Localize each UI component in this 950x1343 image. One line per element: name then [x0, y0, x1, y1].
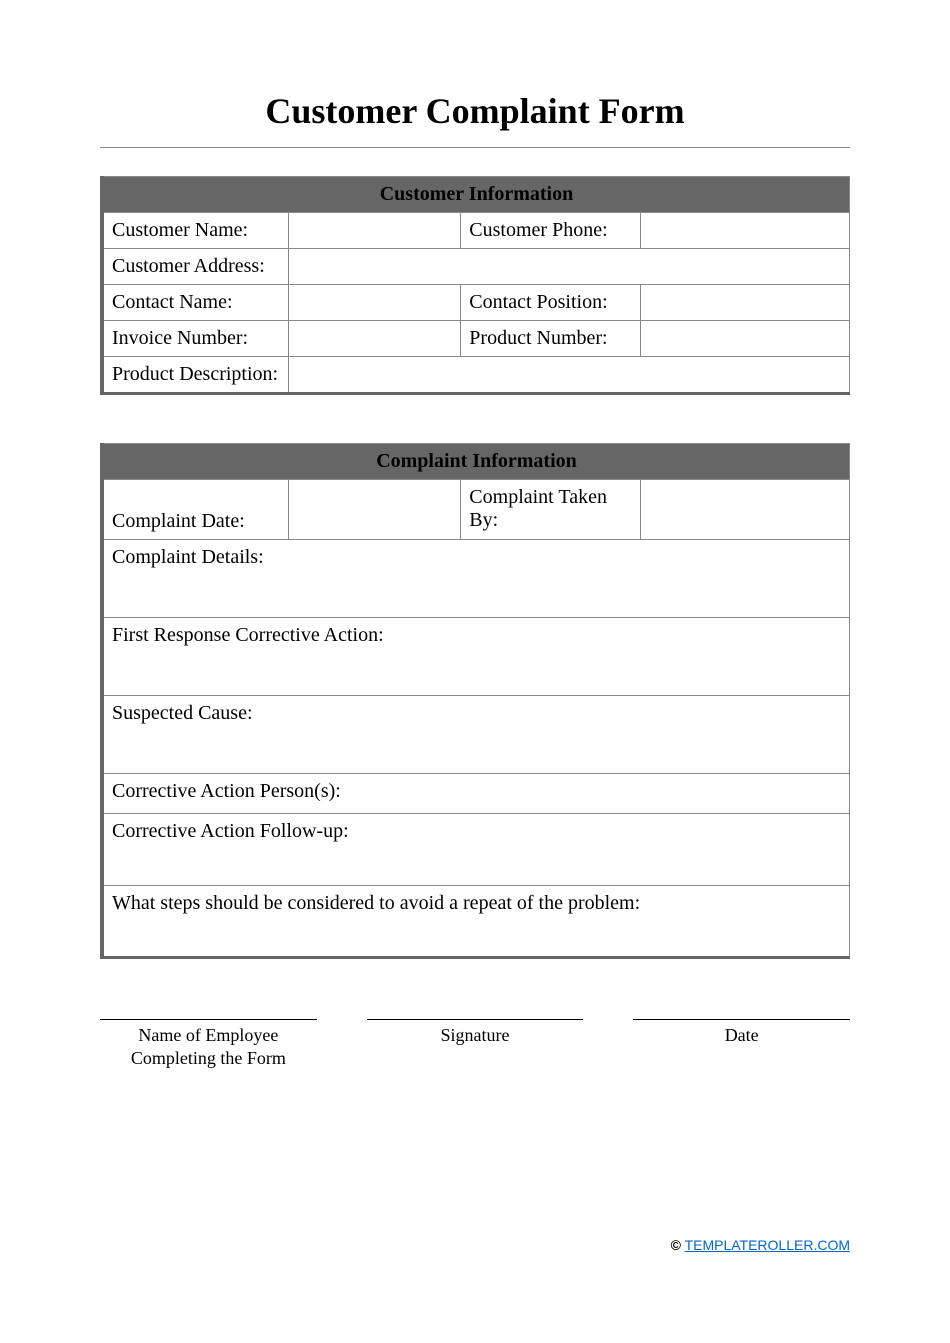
signature-block: Signature [367, 1019, 584, 1071]
action-persons-cell[interactable]: Corrective Action Person(s): [102, 774, 850, 814]
complaint-date-value[interactable] [289, 480, 461, 540]
contact-position-value[interactable] [640, 285, 849, 321]
invoice-number-value[interactable] [289, 321, 461, 357]
complaint-taken-by-value[interactable] [640, 480, 849, 540]
contact-name-label: Contact Name: [102, 285, 289, 321]
date-sig-label: Date [633, 1024, 850, 1047]
contact-position-label: Contact Position: [461, 285, 640, 321]
footer-link[interactable]: TEMPLATEROLLER.COM [685, 1237, 850, 1253]
customer-phone-label: Customer Phone: [461, 213, 640, 249]
customer-address-label: Customer Address: [102, 249, 289, 285]
page-title: Customer Complaint Form [100, 90, 850, 132]
signature-label: Signature [367, 1024, 584, 1047]
customer-info-header: Customer Information [102, 177, 850, 213]
customer-info-table: Customer Information Customer Name: Cust… [100, 176, 850, 395]
complaint-date-label: Complaint Date: [102, 480, 289, 540]
contact-name-value[interactable] [289, 285, 461, 321]
followup-cell[interactable]: Corrective Action Follow-up: [102, 814, 850, 886]
customer-phone-value[interactable] [640, 213, 849, 249]
product-number-value[interactable] [640, 321, 849, 357]
date-block: Date [633, 1019, 850, 1071]
footer: © TEMPLATEROLLER.COM [671, 1237, 850, 1253]
date-sig-line[interactable] [633, 1019, 850, 1020]
product-description-value[interactable] [289, 357, 850, 394]
copyright-symbol: © [671, 1237, 681, 1253]
customer-name-value[interactable] [289, 213, 461, 249]
invoice-number-label: Invoice Number: [102, 321, 289, 357]
employee-sig-label: Name of Employee Completing the Form [100, 1024, 317, 1071]
suspected-cause-cell[interactable]: Suspected Cause: [102, 696, 850, 774]
customer-name-label: Customer Name: [102, 213, 289, 249]
complaint-details-cell[interactable]: Complaint Details: [102, 540, 850, 618]
complaint-info-header: Complaint Information [102, 444, 850, 480]
signature-area: Name of Employee Completing the Form Sig… [100, 1019, 850, 1071]
customer-address-value[interactable] [289, 249, 850, 285]
steps-cell[interactable]: What steps should be considered to avoid… [102, 886, 850, 958]
first-response-cell[interactable]: First Response Corrective Action: [102, 618, 850, 696]
employee-signature-block: Name of Employee Completing the Form [100, 1019, 317, 1071]
employee-sig-line[interactable] [100, 1019, 317, 1020]
complaint-info-table: Complaint Information Complaint Date: Co… [100, 443, 850, 959]
title-rule [100, 147, 850, 148]
signature-line[interactable] [367, 1019, 584, 1020]
product-number-label: Product Number: [461, 321, 640, 357]
complaint-taken-by-label: Complaint Taken By: [461, 480, 640, 540]
product-description-label: Product Description: [102, 357, 289, 394]
